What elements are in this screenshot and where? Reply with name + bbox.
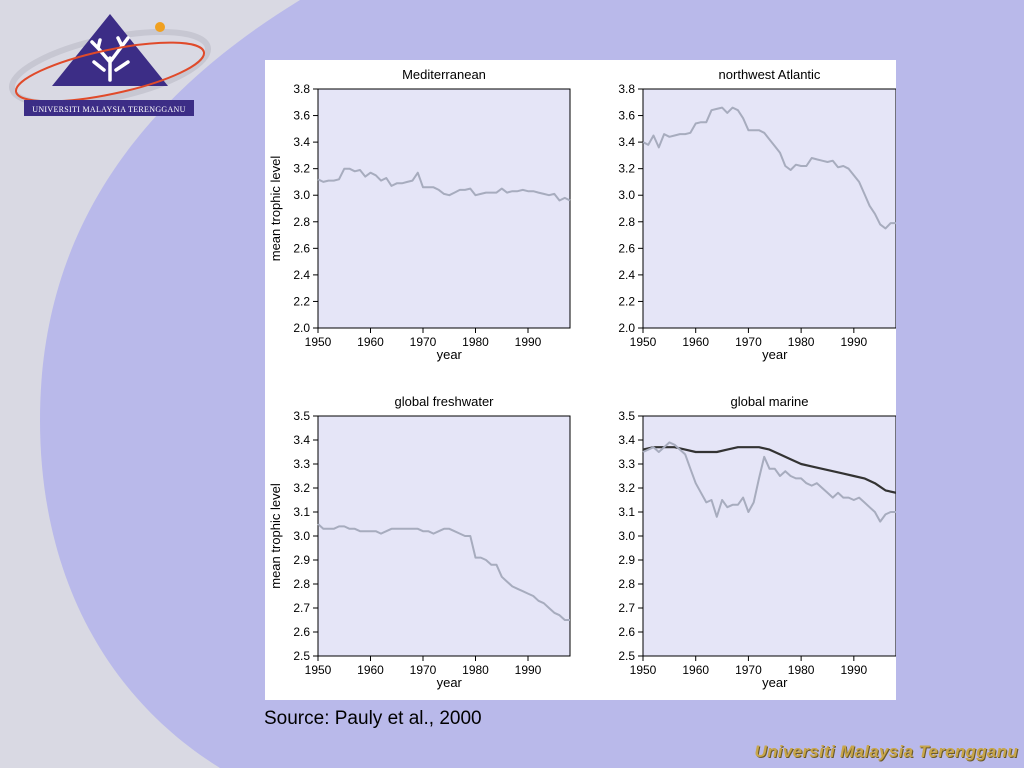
footer-brand-shadow: Universiti Malaysia Terengganu: [755, 743, 1019, 762]
panel-1-xtick-label: 1950: [305, 335, 332, 349]
chart-grid-figure: Mediterranean 2.0 2.2 2.4 2.6 2.8 3.0 3.2 3.4 3.6…: [268, 67, 896, 690]
panel-3-ytick-label: 3.2: [293, 481, 310, 495]
panel-1-series-1-line: [317, 167, 571, 202]
panel-2-ytick-label: 3.6: [618, 109, 635, 123]
panel-1-ytick-label: 3.8: [293, 82, 310, 96]
panel-3-xtick-label: 1980: [462, 663, 489, 677]
panel-3-ytick-label: 3.5: [293, 409, 310, 423]
panel-3-plot-area: [317, 415, 571, 657]
panel-1-ytick-label: 2.0: [293, 321, 310, 335]
panel-1-ytick-label: 2.8: [293, 215, 310, 229]
panel-1-x-axis-label: year: [437, 347, 463, 362]
footer-brand: Universiti Malaysia Terengganu: [754, 742, 1018, 761]
panel-2-title: northwest Atlantic: [719, 67, 821, 82]
panel-1-ytick-label: 3.0: [293, 188, 310, 202]
panel-1-y-axis-label: mean trophic level: [268, 156, 283, 262]
panel-1-ytick-label: 2.2: [293, 294, 310, 308]
logo-banner: [24, 100, 194, 116]
panel-2-ytick-label: 3.0: [618, 188, 635, 202]
panel-1-xtick-label: 1980: [462, 335, 489, 349]
panel-2-ytick-label: 2.4: [618, 268, 635, 282]
panel-2-ytick-label: 2.2: [618, 294, 635, 308]
panel-4-ytick-label: 3.1: [618, 505, 635, 519]
logo-orbit-inner: [14, 41, 206, 103]
panel-3-ytick-label: 3.4: [293, 433, 310, 447]
panel-4-plot-area: [642, 415, 896, 657]
panel-4-series-1-line: [642, 446, 896, 494]
panel-4-ytick-label: 2.5: [618, 649, 635, 663]
panel-3-xtick-label: 1970: [410, 663, 437, 677]
panel-2-plot-area: [642, 88, 896, 329]
panel-2-ytick-label: 2.6: [618, 241, 635, 255]
panel-4-ytick-label: 2.7: [618, 601, 635, 615]
panel-2-ytick-label: 2.0: [618, 321, 635, 335]
panel-2-series-1-line: [642, 106, 896, 230]
panel-3-xtick-label: 1950: [305, 663, 332, 677]
panel-3-series-1-line: [317, 523, 570, 621]
source-caption: Source: Pauly et al., 2000: [264, 708, 482, 729]
panel-1-xtick-label: 1970: [410, 335, 437, 349]
panel-3-ytick-label: 3.0: [293, 529, 310, 543]
logo-sun-dot: [155, 22, 165, 32]
panel-4-xtick-label: 1980: [788, 663, 815, 677]
panel-1-xtick-label: 1990: [515, 335, 542, 349]
panel-1-plot-area: [317, 88, 571, 329]
panel-4-x-axis-label: year: [762, 675, 788, 690]
side-swoosh: [0, 0, 300, 768]
panel-4-xtick-label: 1950: [630, 663, 657, 677]
panel-2-ytick-label: 3.2: [618, 162, 635, 176]
panel-1-xtick-label: 1960: [357, 335, 384, 349]
panel-3-ytick-label: 2.5: [293, 649, 310, 663]
panel-2-ytick-label: 2.8: [618, 215, 635, 229]
panel-3-ytick-label: 2.9: [293, 553, 310, 567]
panel-4-ytick-label: 2.9: [618, 553, 635, 567]
panel-3-x-axis-label: year: [437, 675, 463, 690]
panel-1-ytick-label: 3.4: [293, 135, 310, 149]
panel-4-series-2-line: [642, 441, 896, 523]
panel-4-title: global marine: [730, 394, 808, 409]
coral-icon: [90, 36, 130, 82]
panel-4-ytick-label: 3.0: [618, 529, 635, 543]
panel-4-ytick-label: 2.6: [618, 625, 635, 639]
panel-3-title: global freshwater: [395, 394, 495, 409]
panel-2-xtick-label: 1980: [788, 335, 815, 349]
panel-2-ytick-label: 3.4: [618, 135, 635, 149]
panel-2-xtick-label: 1990: [840, 335, 867, 349]
panel-2-xtick-label: 1950: [630, 335, 657, 349]
panel-4-xtick-label: 1960: [682, 663, 709, 677]
panel-3-ytick-label: 2.8: [293, 577, 310, 591]
panel-4-ytick-label: 3.4: [618, 433, 635, 447]
panel-4-xtick-label: 1990: [840, 663, 867, 677]
panel-1-ytick-label: 3.6: [293, 109, 310, 123]
panel-3-y-axis-label: mean trophic level: [268, 483, 283, 589]
panel-4-xtick-label: 1970: [735, 663, 762, 677]
panel-2-xtick-label: 1960: [682, 335, 709, 349]
panel-2-x-axis-label: year: [762, 347, 788, 362]
panel-1-ytick-label: 2.4: [293, 268, 310, 282]
figure-panel: Mediterranean 2.0 2.2 2.4 2.6 2.8 3.0 3.2 3.4 3.6…: [265, 60, 896, 700]
panel-4-ytick-label: 3.2: [618, 481, 635, 495]
panel-3-ytick-label: 3.3: [293, 457, 310, 471]
panel-3-ytick-label: 2.7: [293, 601, 310, 615]
university-logo: UNIVERSITI MALAYSIA TERENGGANU: [8, 14, 212, 116]
panel-1-ytick-label: 3.2: [293, 162, 310, 176]
panel-4-ytick-label: 2.8: [618, 577, 635, 591]
panel-3-ytick-label: 2.6: [293, 625, 310, 639]
panel-3-xtick-label: 1990: [515, 663, 542, 677]
panel-2-xtick-label: 1970: [735, 335, 762, 349]
logo-text: UNIVERSITI MALAYSIA TERENGGANU: [32, 105, 185, 114]
panel-4-ytick-label: 3.5: [618, 409, 635, 423]
panel-3-ytick-label: 3.1: [293, 505, 310, 519]
panel-4-ytick-label: 3.3: [618, 457, 635, 471]
panel-3-xtick-label: 1960: [357, 663, 384, 677]
panel-1-title: Mediterranean: [402, 67, 486, 82]
panel-1-ytick-label: 2.6: [293, 241, 310, 255]
panel-2-ytick-label: 3.8: [618, 82, 635, 96]
